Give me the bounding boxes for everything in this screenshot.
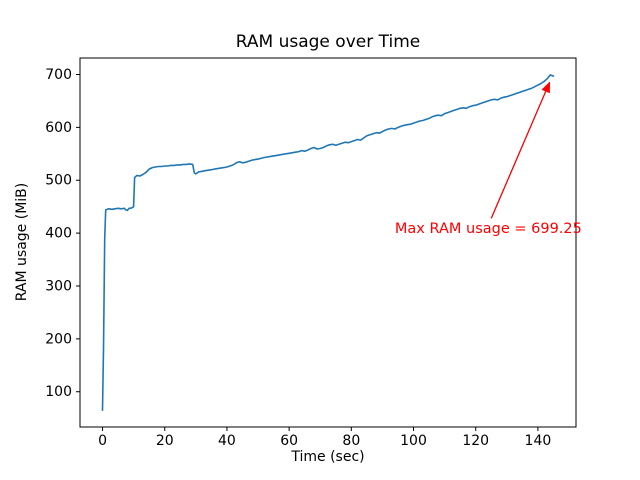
chart-title: RAM usage over Time [236, 32, 420, 52]
x-axis-label: Time (sec) [290, 449, 364, 465]
annotation-arrow-line [490, 91, 547, 219]
annotation-layer [490, 81, 551, 219]
ram-usage-line [101, 74, 555, 412]
y-tick-label: 300 [45, 278, 72, 294]
y-tick-label: 100 [45, 384, 72, 400]
annotation-arrowhead-icon [541, 81, 551, 94]
y-tick-label: 700 [45, 67, 72, 83]
max-ram-annotation-text: Max RAM usage = 699.25 [395, 221, 582, 237]
y-tick-label: 500 [45, 173, 72, 189]
x-tick-label: 140 [525, 433, 552, 449]
plot-area-spines [79, 57, 577, 428]
series-layer [101, 74, 555, 412]
x-tick-label: 0 [98, 433, 107, 449]
x-tick-label: 20 [156, 433, 174, 449]
x-tick-label: 60 [280, 433, 298, 449]
x-tick-label: 40 [218, 433, 236, 449]
tick-layer: 0 20 40 60 80 100 120 140 100 200 300 400 500 600 700 [45, 67, 551, 449]
y-tick-label: 200 [45, 331, 72, 347]
y-axis-label: RAM usage (MiB) [14, 183, 30, 301]
y-tick-label: 400 [45, 226, 72, 242]
x-tick-label: 120 [462, 433, 489, 449]
y-tick-label: 600 [45, 120, 72, 136]
x-tick-label: 100 [400, 433, 427, 449]
x-tick-label: 80 [342, 433, 360, 449]
